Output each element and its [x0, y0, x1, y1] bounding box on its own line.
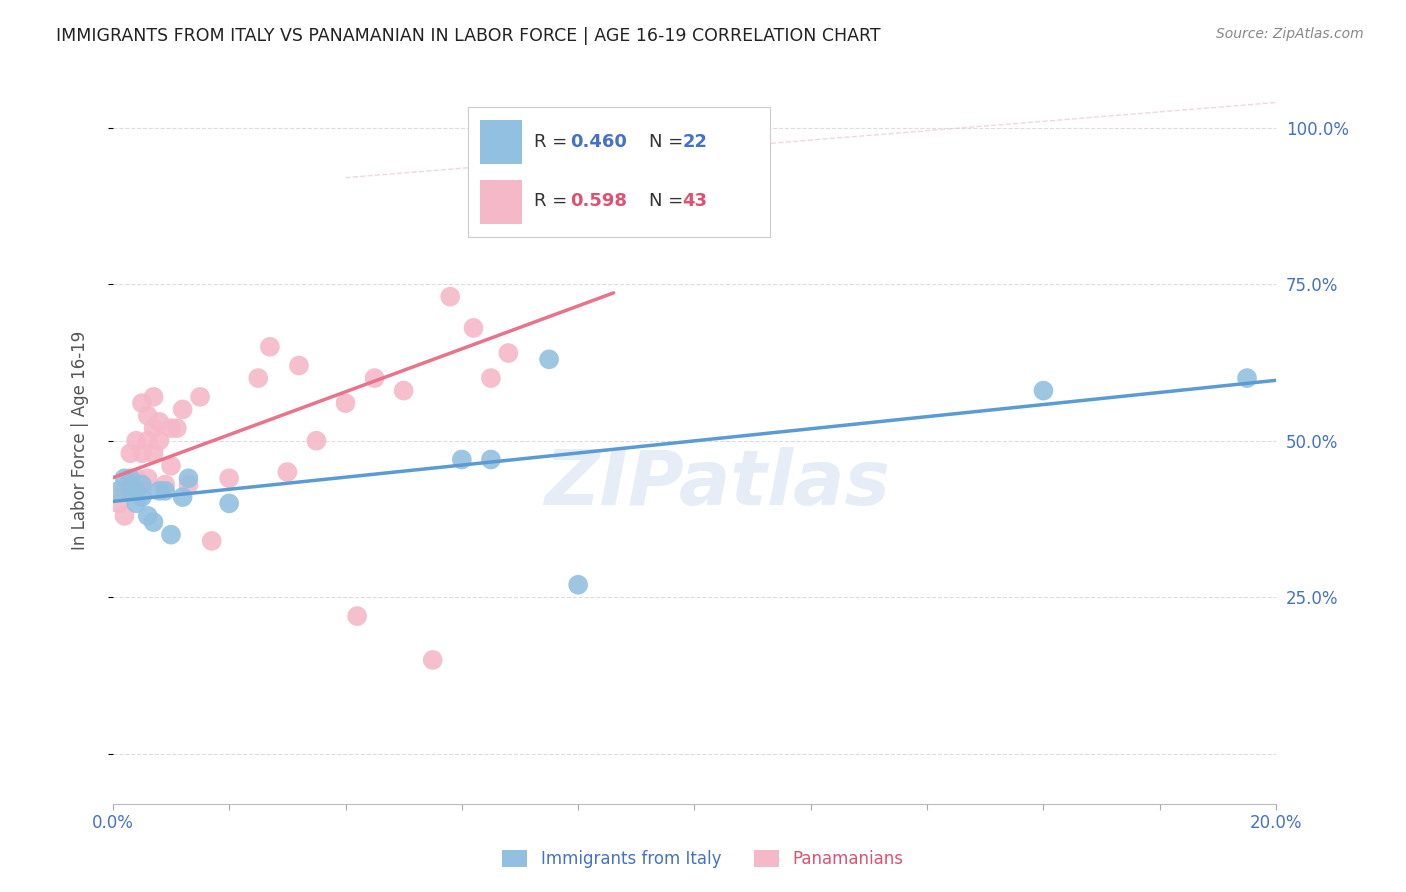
Point: [305, 434, 328, 448]
Point: [120, 483, 142, 498]
Point: [131, 483, 153, 498]
Point: [114, 471, 136, 485]
Point: [201, 533, 224, 548]
Point: [218, 496, 240, 510]
Point: [247, 371, 270, 385]
Point: [131, 477, 153, 491]
Point: [498, 346, 520, 360]
Point: [136, 434, 159, 448]
Legend: Immigrants from Italy, Panamanians: Immigrants from Italy, Panamanians: [495, 843, 911, 875]
Point: [125, 434, 148, 448]
Point: [153, 483, 176, 498]
Point: [136, 409, 159, 423]
Point: [172, 402, 194, 417]
Point: [107, 496, 129, 510]
Point: [148, 434, 170, 448]
Point: [1236, 371, 1258, 385]
Point: [177, 471, 200, 485]
Text: IMMIGRANTS FROM ITALY VS PANAMANIAN IN LABOR FORCE | AGE 16-19 CORRELATION CHART: IMMIGRANTS FROM ITALY VS PANAMANIAN IN L…: [56, 27, 882, 45]
Point: [148, 483, 170, 498]
Point: [153, 477, 176, 491]
Point: [479, 452, 502, 467]
Point: [120, 446, 142, 460]
Text: ZIPatlas: ZIPatlas: [544, 447, 891, 521]
Point: [114, 483, 136, 498]
Point: [114, 508, 136, 523]
Point: [142, 515, 165, 529]
Point: [578, 133, 600, 147]
Point: [392, 384, 415, 398]
Point: [538, 352, 561, 367]
Point: [120, 477, 142, 491]
Text: Source: ZipAtlas.com: Source: ZipAtlas.com: [1216, 27, 1364, 41]
Point: [1032, 384, 1054, 398]
Point: [520, 145, 543, 160]
Point: [439, 290, 461, 304]
Point: [131, 396, 153, 410]
Point: [363, 371, 385, 385]
Point: [125, 471, 148, 485]
Point: [160, 421, 183, 435]
Point: [335, 396, 357, 410]
Point: [276, 465, 298, 479]
Point: [188, 390, 211, 404]
Point: [131, 490, 153, 504]
Point: [288, 359, 311, 373]
Point: [346, 609, 368, 624]
Point: [148, 415, 170, 429]
Point: [160, 527, 183, 541]
Point: [160, 458, 183, 473]
Point: [567, 578, 589, 592]
Point: [142, 446, 165, 460]
Point: [136, 508, 159, 523]
Point: [120, 471, 142, 485]
Point: [479, 371, 502, 385]
Point: [422, 653, 444, 667]
Point: [218, 471, 240, 485]
Point: [450, 452, 472, 467]
Point: [259, 340, 281, 354]
Point: [131, 446, 153, 460]
Point: [125, 496, 148, 510]
Point: [172, 490, 194, 504]
Point: [166, 421, 188, 435]
Point: [136, 471, 159, 485]
Y-axis label: In Labor Force | Age 16-19: In Labor Force | Age 16-19: [72, 331, 89, 550]
Point: [463, 321, 485, 335]
Point: [107, 483, 129, 498]
Point: [142, 421, 165, 435]
Point: [142, 390, 165, 404]
Point: [177, 477, 200, 491]
Point: [125, 483, 148, 498]
